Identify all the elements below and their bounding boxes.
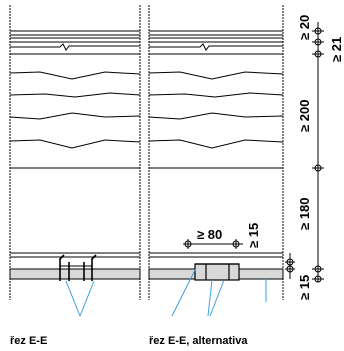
dimension-chain-right bbox=[312, 22, 324, 283]
leader-lines bbox=[65, 267, 267, 317]
dimension-80 bbox=[183, 239, 243, 249]
dim-15-bottom-label: ≥ 15 bbox=[297, 275, 312, 300]
top-layers bbox=[10, 30, 283, 55]
concrete-slab bbox=[9, 268, 284, 280]
dimension-chain-mid bbox=[285, 253, 295, 279]
caption-right: řez E-E, alternativa bbox=[149, 335, 248, 347]
insulation-layers bbox=[9, 71, 284, 169]
lower-layers bbox=[10, 252, 283, 258]
dim-15-mid-label: ≥ 15 bbox=[246, 223, 261, 248]
wall-edge-lines bbox=[9, 5, 284, 300]
left-anchors bbox=[59, 254, 97, 281]
dim-180-label: ≥ 180 bbox=[297, 198, 312, 230]
right-anchor-plate bbox=[194, 263, 240, 281]
dim-20-label: ≥ 20 bbox=[297, 15, 312, 40]
dim-80-label: ≥ 80 bbox=[197, 227, 222, 242]
dim-21-label: ≥ 21 bbox=[329, 37, 344, 62]
caption-left: řez E-E bbox=[10, 335, 47, 347]
dim-200-label: ≥ 200 bbox=[297, 100, 312, 132]
